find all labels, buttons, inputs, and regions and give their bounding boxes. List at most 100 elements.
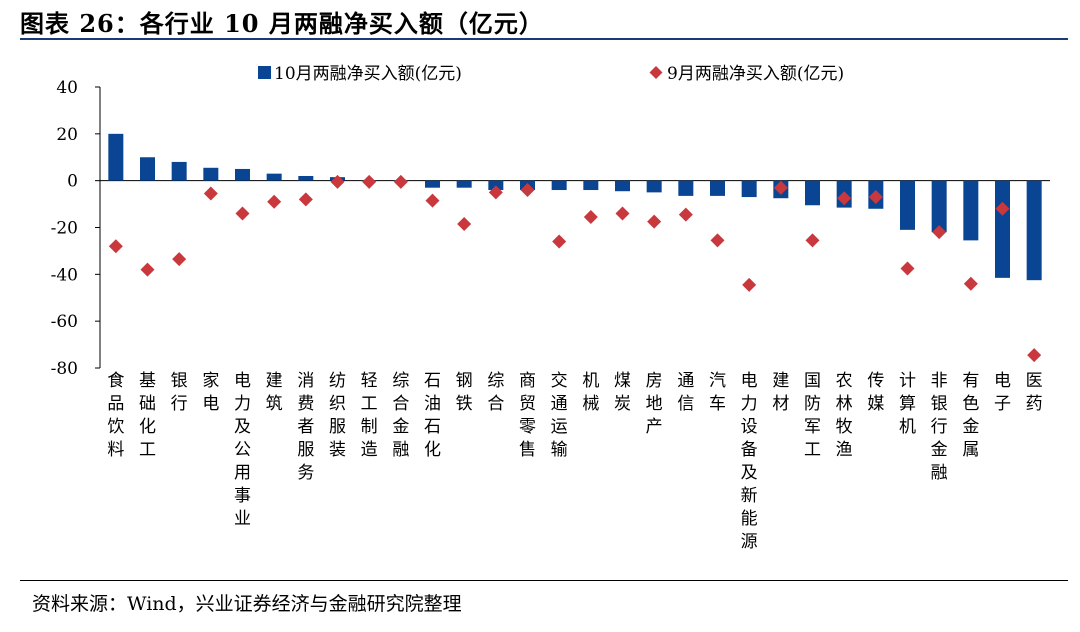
- legend: 10月两融净买入额(亿元) 9月两融净买入额(亿元): [258, 64, 844, 84]
- markers-series-9: [108, 174, 1042, 363]
- bar: [583, 180, 599, 191]
- bar: [1026, 180, 1042, 281]
- marker: [362, 174, 377, 189]
- marker: [868, 190, 883, 205]
- x-tick-label: 机械: [582, 371, 599, 414]
- bar: [900, 180, 915, 230]
- x-tick-label: 综合金融: [392, 371, 409, 460]
- x-tick-label: 基础化工: [139, 371, 156, 460]
- marker: [235, 206, 250, 221]
- marker: [805, 233, 820, 248]
- x-tick-label: 消费者服务: [297, 371, 314, 483]
- marker: [615, 206, 630, 221]
- x-tick-label: 建筑: [266, 371, 283, 414]
- bar-chart: 40 20 0 -20 -40 -60 -80 食品饮料基础化工银行家电电力及公用事业建筑消…: [51, 64, 1050, 552]
- marker: [520, 183, 535, 198]
- bar: [266, 173, 282, 181]
- x-tick-label: 轻工制造: [361, 371, 378, 460]
- legend-label-9: 9月两融净买入额(亿元): [667, 64, 844, 84]
- x-tick-label: 钢铁: [456, 371, 473, 414]
- marker: [742, 277, 757, 292]
- x-tick-label: 纺织服装: [329, 371, 346, 460]
- x-tick-label: 电力及公用事业: [234, 371, 251, 529]
- x-tick-label: 计算机: [899, 371, 916, 437]
- x-tick-label: 电子: [994, 371, 1011, 414]
- marker: [172, 252, 187, 267]
- marker: [900, 261, 915, 276]
- bar: [710, 180, 725, 196]
- marker: [330, 174, 345, 189]
- marker: [457, 216, 472, 231]
- marker: [963, 276, 978, 291]
- marker: [773, 180, 788, 195]
- x-axis-labels: 食品饮料基础化工银行家电电力及公用事业建筑消费者服务纺织服装轻工制造综合金融石油…: [107, 371, 1042, 552]
- bar: [615, 180, 630, 192]
- chart-title: 图表 26：各行业 10 月两融净买入额（亿元）: [20, 9, 544, 38]
- marker: [267, 194, 282, 209]
- x-tick-label: 房地产: [646, 371, 663, 437]
- marker: [678, 207, 693, 222]
- y-tick-label: -20: [51, 219, 78, 239]
- y-tick-label: -60: [51, 312, 78, 332]
- y-tick-label: 0: [67, 172, 78, 192]
- marker: [488, 185, 503, 200]
- marker: [203, 186, 218, 201]
- bar: [488, 180, 504, 191]
- x-tick-label: 医药: [1026, 371, 1043, 414]
- marker: [837, 191, 852, 206]
- legend-label-10: 10月两融净买入额(亿元): [274, 64, 462, 84]
- bar: [741, 180, 757, 198]
- bar: [425, 180, 440, 188]
- bar: [298, 175, 314, 181]
- x-tick-label: 非银行金融: [931, 371, 948, 483]
- marker: [647, 214, 662, 229]
- x-tick-label: 传媒: [867, 371, 884, 414]
- x-tick-label: 通信: [677, 371, 694, 414]
- marker: [552, 234, 567, 249]
- bar: [140, 157, 155, 181]
- y-tick-label: 20: [56, 125, 78, 145]
- y-axis: 40 20 0 -20 -40 -60 -80: [51, 78, 1050, 379]
- bar: [456, 180, 472, 188]
- bar: [551, 180, 567, 191]
- x-tick-label: 综合: [487, 371, 504, 414]
- chart-header: 图表 26：各行业 10 月两融净买入额（亿元）: [20, 0, 1068, 40]
- legend-swatch-9: [649, 66, 663, 79]
- bar: [995, 180, 1010, 278]
- x-tick-label: 建材: [772, 371, 789, 414]
- marker: [1027, 348, 1042, 363]
- bar: [108, 133, 124, 181]
- bar: [646, 180, 662, 193]
- x-tick-label: 商贸零售: [519, 371, 536, 460]
- y-tick-label: 40: [56, 78, 78, 98]
- marker: [583, 209, 598, 224]
- bar: [805, 180, 820, 206]
- footer: 资料来源：Wind，兴业证券经济与金融研究院整理: [20, 580, 1068, 615]
- bar: [203, 167, 219, 181]
- marker: [298, 192, 313, 207]
- bar: [171, 161, 187, 181]
- bar: [931, 180, 947, 233]
- x-tick-label: 交通运输: [551, 371, 568, 460]
- legend-swatch-10: [258, 66, 271, 79]
- bar: [678, 180, 694, 196]
- marker: [995, 201, 1010, 216]
- x-tick-label: 国防军工: [804, 371, 821, 460]
- y-tick-label: -40: [51, 265, 78, 285]
- marker: [710, 233, 725, 248]
- bars-series-10: [108, 133, 1042, 281]
- marker: [393, 174, 408, 189]
- x-tick-label: 煤炭: [614, 371, 631, 414]
- marker: [932, 225, 947, 240]
- marker: [425, 193, 440, 208]
- x-tick-label: 食品饮料: [107, 371, 124, 460]
- x-tick-label: 有色金属: [962, 371, 979, 460]
- bar: [235, 168, 250, 181]
- x-tick-label: 汽车: [709, 371, 726, 414]
- marker: [108, 239, 123, 254]
- x-tick-label: 农林牧渔: [836, 371, 853, 460]
- x-tick-label: 家电: [202, 371, 219, 414]
- x-tick-label: 石油石化: [424, 371, 441, 460]
- x-tick-label: 银行: [171, 371, 188, 414]
- source-note: 资料来源：Wind，兴业证券经济与金融研究院整理: [32, 593, 462, 615]
